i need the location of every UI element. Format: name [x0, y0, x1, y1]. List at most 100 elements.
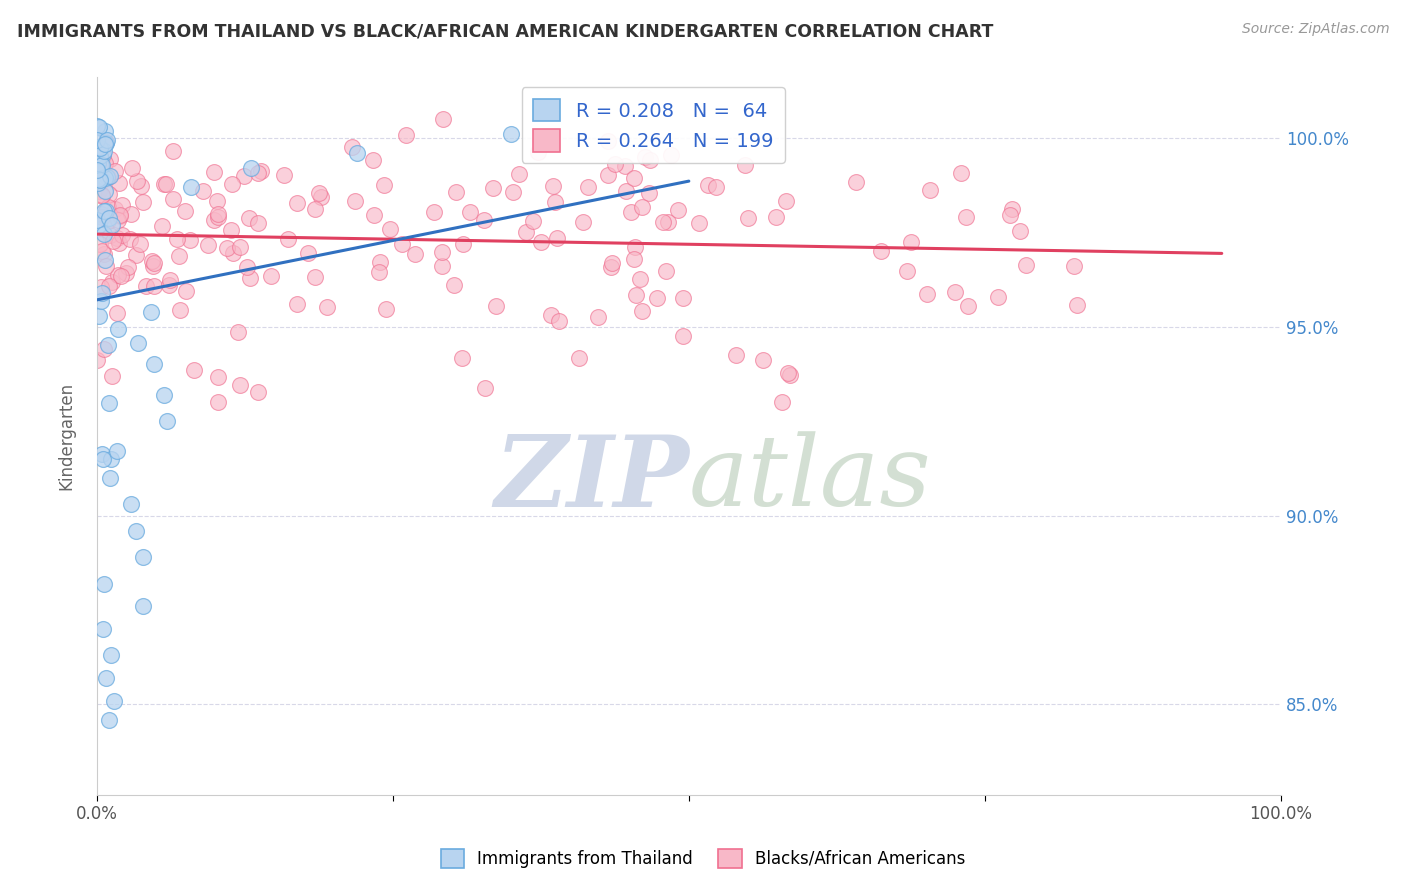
Point [232, 169, 254, 184]
Point [737, 211, 759, 226]
Point [315, 301, 337, 315]
Point [86, 132, 108, 146]
Point [659, 148, 682, 162]
Point [672, 291, 695, 305]
Point [135, 278, 157, 293]
Point [100, 218, 122, 232]
Point [91, 451, 114, 466]
Point [598, 168, 620, 182]
Point [96, 671, 118, 685]
Point [600, 256, 623, 270]
Point [103, 234, 125, 248]
Point [373, 178, 395, 192]
Point [987, 290, 1010, 304]
Point [94, 259, 117, 273]
Point [368, 254, 391, 268]
Point [117, 260, 139, 275]
Text: IMMIGRANTS FROM THAILAND VS BLACK/AFRICAN AMERICAN KINDERGARTEN CORRELATION CHAR: IMMIGRANTS FROM THAILAND VS BLACK/AFRICA… [17, 22, 993, 40]
Point [100, 648, 122, 663]
Point [91, 286, 114, 301]
Point [432, 259, 454, 273]
Point [89, 141, 111, 155]
Point [207, 395, 229, 409]
Point [219, 223, 242, 237]
Point [374, 302, 396, 317]
Point [156, 414, 179, 428]
Point [485, 299, 508, 313]
Point [378, 222, 401, 236]
Point [631, 303, 654, 318]
Point [363, 208, 385, 222]
Point [97, 337, 120, 351]
Point [530, 235, 553, 250]
Point [91, 149, 114, 163]
Point [734, 158, 756, 172]
Point [90, 158, 112, 172]
Point [430, 245, 453, 260]
Point [132, 194, 155, 209]
Point [600, 260, 623, 274]
Point [651, 215, 673, 229]
Point [100, 471, 122, 485]
Point [111, 228, 134, 243]
Point [120, 497, 142, 511]
Point [142, 279, 165, 293]
Point [142, 259, 165, 273]
Point [97, 169, 120, 184]
Point [614, 159, 637, 173]
Point [623, 171, 645, 186]
Point [672, 329, 695, 343]
Point [110, 269, 132, 284]
Point [90, 244, 112, 258]
Point [87, 161, 110, 176]
Point [94, 155, 117, 169]
Point [1008, 224, 1031, 238]
Point [94, 170, 117, 185]
Point [179, 233, 201, 247]
Point [90, 188, 112, 202]
Point [91, 147, 114, 161]
Point [297, 246, 319, 260]
Point [174, 284, 197, 298]
Point [91, 622, 114, 636]
Point [96, 204, 118, 219]
Point [752, 352, 775, 367]
Point [87, 120, 110, 135]
Point [285, 297, 308, 311]
Point [273, 168, 295, 182]
Point [87, 155, 110, 169]
Point [845, 175, 868, 189]
Point [114, 266, 136, 280]
Point [100, 451, 122, 466]
Point [229, 240, 252, 254]
Point [688, 216, 710, 230]
Point [696, 178, 718, 192]
Point [998, 208, 1021, 222]
Point [541, 179, 564, 194]
Point [93, 342, 115, 356]
Point [108, 176, 131, 190]
Point [142, 255, 165, 269]
Point [162, 192, 184, 206]
Point [98, 169, 121, 183]
Point [97, 214, 120, 228]
Point [779, 368, 801, 383]
Point [472, 212, 495, 227]
Point [236, 260, 259, 275]
Point [166, 232, 188, 246]
Point [139, 304, 162, 318]
Point [228, 325, 250, 339]
Point [404, 246, 426, 260]
Point [571, 215, 593, 229]
Point [86, 119, 108, 133]
Point [107, 235, 129, 250]
Point [89, 149, 111, 163]
Point [215, 241, 238, 255]
Point [458, 204, 481, 219]
Point [624, 288, 647, 302]
Point [576, 180, 599, 194]
Point [450, 351, 472, 366]
Point [474, 381, 496, 395]
Point [129, 179, 152, 194]
Point [97, 211, 120, 226]
